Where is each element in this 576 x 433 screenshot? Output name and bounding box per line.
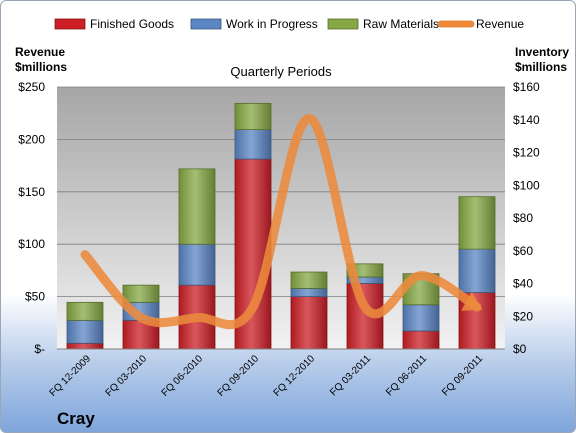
x-tick-label: FQ 06-2010 [160, 353, 206, 399]
bar-raw-materials [178, 168, 216, 245]
right-tick-label: $0 [513, 342, 527, 356]
bar-raw-materials [458, 196, 496, 250]
bar-work-in-progress [178, 243, 216, 286]
bar-work-in-progress [290, 288, 328, 298]
bar-work-in-progress [402, 304, 440, 332]
x-axis-ticks: FQ 12-2009 FQ 03-2010 FQ 06-2010 FQ 09-2010… [48, 353, 486, 399]
left-tick-label: $200 [18, 132, 45, 146]
x-tick-label: FQ 12-2010 [272, 353, 318, 399]
legend-label: Revenue [476, 17, 524, 31]
legend-swatch-finished-goods [54, 18, 86, 30]
revenue-line [80, 113, 482, 330]
left-tick-label: $- [34, 342, 45, 356]
legend-label: Raw Materials [363, 17, 439, 31]
legend-label: Work in Progress [226, 17, 318, 31]
x-tick-label: FQ 03-2010 [104, 353, 150, 399]
x-tick-label: FQ 03-2011 [328, 353, 373, 398]
revenue-line-layer [80, 113, 483, 330]
bar-raw-materials [66, 301, 104, 321]
chart-title: Quarterly Periods [230, 64, 332, 79]
right-axis-title-line2: $millions [515, 60, 567, 74]
left-tick-label: $150 [18, 185, 45, 199]
left-tick-label: $100 [18, 237, 45, 251]
x-tick-label: FQ 12-2009 [48, 353, 94, 399]
bar-raw-materials [122, 284, 160, 303]
bar-finished-goods [66, 342, 104, 350]
legend-swatch-work-in-progress [190, 18, 222, 30]
right-tick-label: $140 [513, 113, 540, 127]
right-tick-label: $60 [513, 244, 533, 258]
left-tick-label: $250 [18, 80, 45, 94]
x-tick-label: FQ 09-2010 [216, 353, 262, 399]
left-tick-label: $50 [25, 290, 45, 304]
right-tick-label: $80 [513, 211, 533, 225]
right-tick-label: $20 [513, 309, 533, 323]
x-tick-label: FQ 06-2011 [384, 353, 429, 398]
bar-raw-materials [234, 102, 272, 130]
left-axis-ticks: $- $50 $100 $150 $200 $250 [18, 80, 45, 356]
bar-work-in-progress [458, 248, 496, 293]
bar-raw-materials [290, 271, 328, 289]
bar-work-in-progress [234, 129, 272, 160]
company-name: Cray [57, 409, 95, 428]
left-axis-title-line2: $millions [15, 60, 67, 74]
legend-label: Finished Goods [90, 17, 174, 31]
bar-finished-goods [402, 330, 440, 350]
left-axis-title-line1: Revenue [15, 45, 65, 59]
right-tick-label: $160 [513, 80, 540, 94]
right-tick-label: $40 [513, 277, 533, 291]
right-axis-ticks: $0 $20 $40 $60 $80 $100 $120 $140 $160 [513, 80, 540, 356]
right-axis-title-line1: Inventory [515, 45, 569, 59]
legend-swatch-raw-materials [327, 18, 359, 30]
right-tick-label: $120 [513, 146, 540, 160]
x-tick-label: FQ 09-2011 [440, 353, 485, 398]
legend: Finished Goods Work in Progress Raw Materi… [54, 17, 524, 31]
revenue-line-arrowhead [461, 291, 483, 311]
bar-finished-goods [290, 296, 328, 350]
bar-work-in-progress [66, 319, 104, 344]
right-tick-label: $100 [513, 178, 540, 192]
